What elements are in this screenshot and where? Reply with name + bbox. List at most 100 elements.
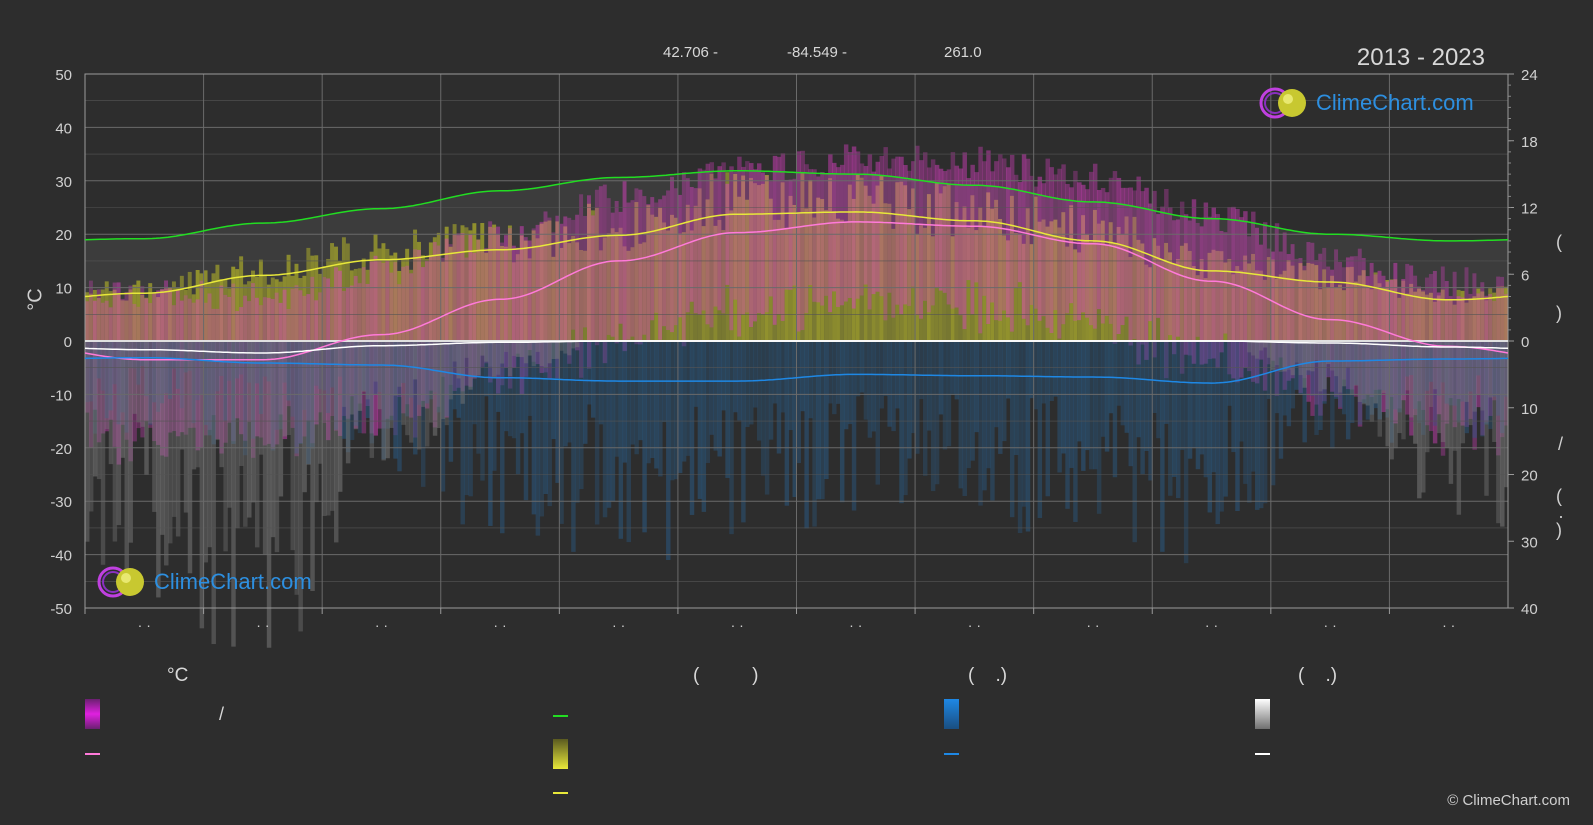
period-label: 2013 - 2023 [1356,44,1485,71]
precip-band-bar [721,341,726,411]
temp-range-bar [460,233,465,392]
snow-band-bar [531,341,537,367]
snow-band-bar [428,341,434,423]
precip-band-bar [1231,341,1236,453]
sunshine-band-bar [776,219,782,341]
legend-swatch-snow-range [1255,699,1270,729]
temp-range-bar [820,172,825,306]
sunshine-band-bar [938,193,944,341]
sunshine-band-bar [341,237,347,341]
precip-band-bar [239,341,244,375]
precip-band-bar [365,341,371,419]
sunshine-band-bar [1472,296,1477,341]
snow-band-bar [456,341,462,379]
snow-band-bar [251,341,256,503]
temp-range-bar [104,300,110,432]
precip-band-bar [1247,341,1252,503]
precip-band-bar [646,341,651,464]
precip-band-bar [1148,341,1153,481]
snow-band-bar [286,341,292,436]
temp-range-bar [1096,189,1102,310]
temp-range-bar [239,307,244,435]
snow-band-bar [219,341,224,468]
sunshine-band-bar [215,264,220,341]
temp-range-bar [796,151,801,332]
precip-band-bar [1085,341,1090,451]
temp-range-bar [646,204,651,343]
sunshine-band-bar [729,210,734,341]
climechart-logo-bottom[interactable]: ClimeChart.com [96,565,312,599]
sunshine-band-bar [784,227,790,341]
temp-range-bar [1302,265,1307,379]
precip-band-bar [1061,341,1066,454]
sunshine-band-bar [1112,243,1118,341]
sunshine-band-bar [563,226,568,341]
temp-range-bar [1021,154,1027,319]
temp-range-bar [1057,168,1062,339]
legend-swatch-sunshine-range [553,739,568,769]
temp-range-bar [891,158,896,318]
climechart-logo-icon [1259,87,1306,119]
sunshine-band-bar [199,273,205,341]
sunshine-band-bar [100,289,106,341]
precip-band-bar [780,341,786,413]
precip-band-bar [579,341,584,490]
precip-band-bar [215,341,220,392]
snow-band-bar [124,341,129,573]
precip-band-bar [1456,341,1462,423]
temp-range-bar [85,301,90,413]
temp-range-bar [223,294,228,443]
sunshine-band-bar [1144,264,1149,341]
temp-range-bar [1286,254,1292,381]
precip-band-bar [697,341,703,499]
precip-band-bar [1140,341,1145,475]
snow-band-bar [1294,341,1300,363]
precip-band-bar [476,341,481,454]
snow-band-bar [1460,341,1466,444]
snow-band-bar [108,341,114,465]
temp-range-bar [942,171,948,293]
snow-band-bar [160,341,165,535]
snow-band-bar [547,341,552,364]
snow-band-bar [148,341,153,424]
sunshine-band-bar [1168,252,1173,341]
right-lower-tick-label: 30 [1521,534,1538,551]
sunshine-band-bar [1179,245,1185,341]
climechart-logo-top[interactable]: ClimeChart.com [1258,86,1474,120]
precip-band-bar [1504,341,1509,397]
temp-range-bar [1310,242,1315,416]
sunshine-band-bar [436,232,442,341]
sunshine-band-bar [286,254,292,341]
sunshine-band-bar [302,275,307,341]
sunshine-line [84,211,1509,301]
sunshine-band-bar [1104,245,1110,341]
snow-band-bar [1424,341,1430,453]
legend-slash: / [219,704,225,724]
precip-band-bar [543,341,548,495]
sunshine-band-bar [634,202,639,341]
temp-range-bar [1460,297,1466,426]
sunshine-band-bar [472,223,477,341]
snow-band-bar [1377,341,1383,437]
temp-range-bar [1104,192,1110,316]
precip-band-bar [152,341,157,403]
precip-band-bar [796,341,801,464]
snow-band-bar [152,341,157,512]
snow-band-bar [440,341,446,420]
sunshine-band-bar [804,208,809,341]
snow-band-bar [1484,341,1489,496]
daylight-band-bar [1472,240,1477,341]
precip-band-bar [1069,341,1074,468]
temp-range-bar [780,153,786,321]
sunshine-band-bar [136,280,141,341]
snow-band-bar [302,341,307,493]
legend-title-sunshine: ( ) [693,665,759,686]
precip-band-bar [511,341,517,439]
snow-band-bar [1258,341,1264,351]
temp-range-bar [468,234,473,387]
temp-range-bar [792,178,797,286]
sunshine-band-bar [424,258,430,341]
temp-range-bar [610,212,616,337]
temp-range-bar [1278,251,1284,358]
snow-band-bar [132,341,137,414]
